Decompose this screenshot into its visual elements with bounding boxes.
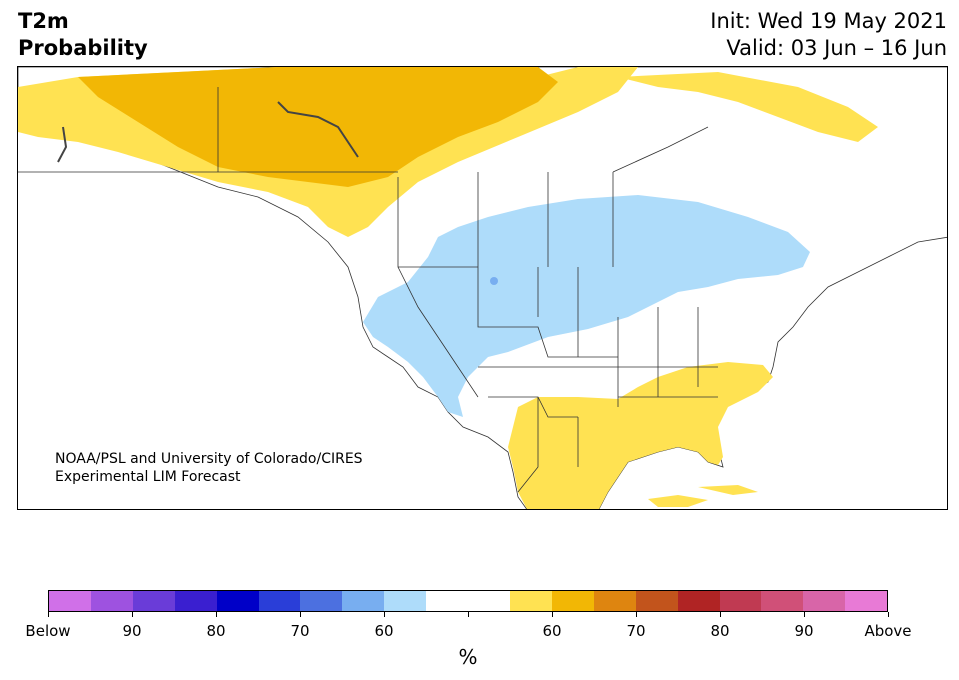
colorbar-swatch [468,591,510,611]
colorbar-swatch [509,591,552,611]
colorbar-swatch [258,591,301,611]
colorbar-tick [552,612,553,617]
colorbar-tick [468,612,469,617]
colorbar-swatch [635,591,678,611]
mid-blue-spot [490,277,498,285]
forecast-map [17,66,948,510]
colorbar-tick-label: 90 [122,622,142,640]
colorbar-swatch [216,591,259,611]
colorbar-tick [132,612,133,617]
colorbar-tick [720,612,721,617]
credit-text: NOAA/PSL and University of Colorado/CIRE… [55,450,363,486]
light-blue-region [363,195,810,417]
colorbar-swatch [551,591,594,611]
colorbar-swatch [845,591,888,611]
above-normal-south [508,362,773,509]
colorbar-swatch [132,591,175,611]
colorbar-swatch [300,591,343,611]
colorbar-tick-label: 70 [626,622,646,640]
caribbean-yellow-2 [698,485,758,495]
colorbar-swatch [593,591,636,611]
colorbar-tick-label: Above [864,622,912,640]
above-normal-north [18,67,878,237]
colorbar-swatch [174,591,217,611]
colorbar-tick [888,612,889,617]
colorbar-tick-label: 80 [710,622,730,640]
below-normal-central [363,195,810,417]
colorbar-tick-label: 80 [206,622,226,640]
title-line-1: T2m [18,9,69,33]
colorbar-tick [300,612,301,617]
map-title: T2m Probability [18,8,148,62]
colorbar-unit: % [458,645,478,669]
colorbar-swatch [719,591,762,611]
colorbar-tick-label: 60 [542,622,562,640]
colorbar-swatch [677,591,720,611]
colorbar-tick [384,612,385,617]
colorbar-swatch [49,591,91,611]
credit-line-2: Experimental LIM Forecast [55,469,241,485]
caribbean-yellow [648,495,708,507]
map-svg [18,67,947,509]
colorbar-tick [636,612,637,617]
colorbar-swatch [90,591,133,611]
colorbar-tick-label: 90 [794,622,814,640]
colorbar-tick [804,612,805,617]
title-line-2: Probability [18,36,148,60]
init-date: Init: Wed 19 May 2021 [710,9,947,33]
colorbar [48,590,888,612]
canada-gold-region [78,67,558,187]
colorbar-tick [216,612,217,617]
southeast-yellow-region [508,362,773,509]
colorbar-tick [48,612,49,617]
colorbar-swatch [384,591,427,611]
colorbar-swatch [342,591,385,611]
valid-range: Valid: 03 Jun – 16 Jun [726,36,947,60]
political-borders [18,87,718,493]
colorbar-swatch [426,591,469,611]
date-info: Init: Wed 19 May 2021 Valid: 03 Jun – 16… [710,8,947,62]
arctic-island-yellow [618,72,878,142]
colorbar-tick-label: 70 [290,622,310,640]
credit-line-1: NOAA/PSL and University of Colorado/CIRE… [55,451,363,467]
colorbar-swatch [761,591,804,611]
rivers [57,101,359,163]
colorbar-tick-label: 60 [374,622,394,640]
colorbar-swatch [803,591,846,611]
colorbar-tick-label: Below [25,622,71,640]
